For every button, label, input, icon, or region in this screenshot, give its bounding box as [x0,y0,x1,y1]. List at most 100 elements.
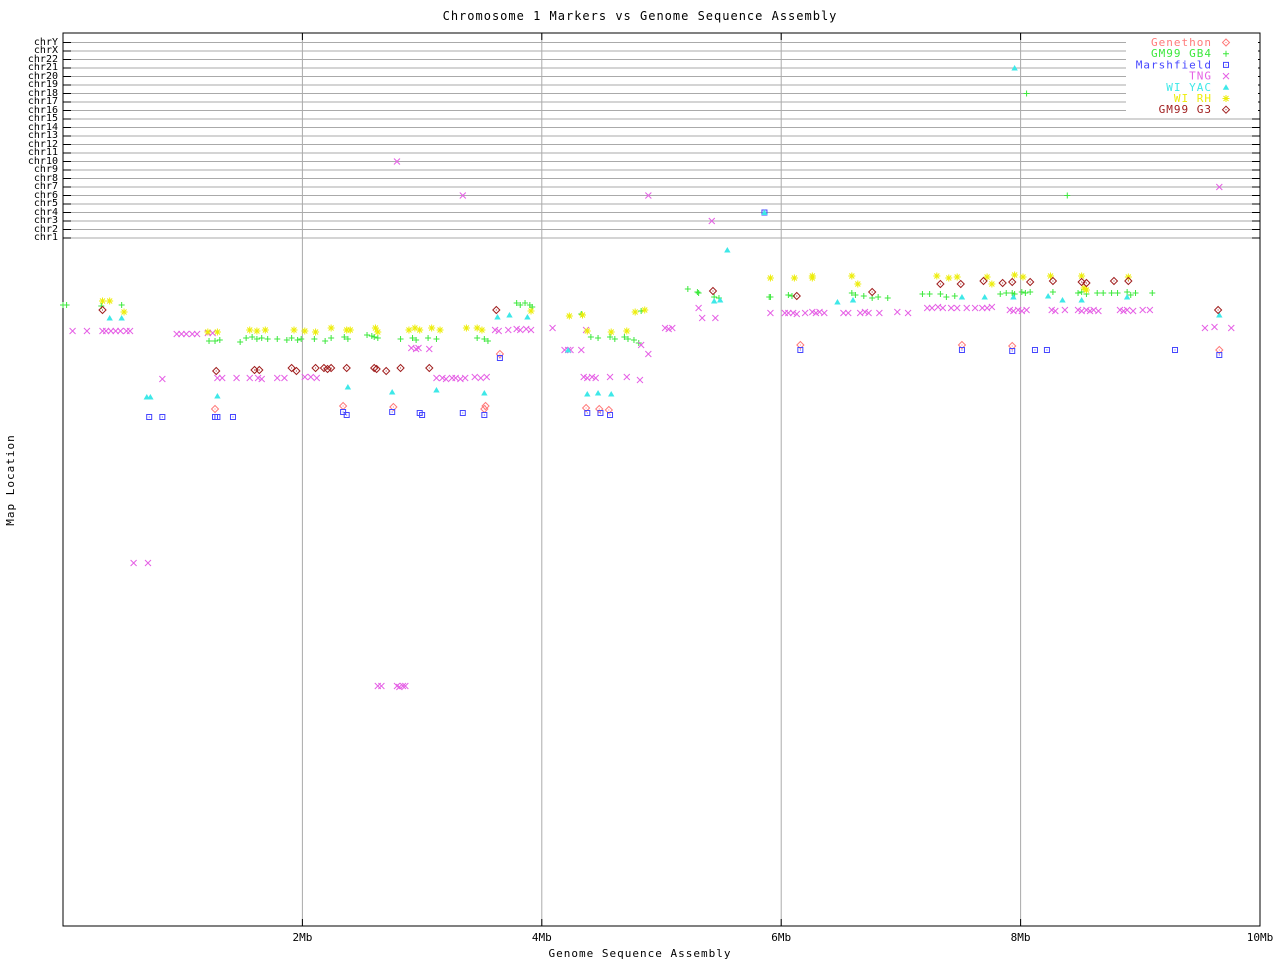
xtick-label-8mb: 8Mb [1010,931,1031,944]
data-point-genethon [210,404,220,414]
ytick-label-chr18: chr18 [27,87,58,99]
data-point-wi-rh [808,274,816,282]
data-point-gm99-g3 [492,305,501,315]
data-point-wi-rh [983,273,991,281]
data-point-tng [606,373,614,381]
data-point-gm99-g3 [936,279,945,289]
data-point-tng [233,374,240,382]
data-point-wi-rh [213,328,221,336]
legend-label-tng: TNG [1189,70,1212,83]
legend-label-wi-rh: WI RH [1174,92,1212,105]
data-point-gm99-gb4 [1114,290,1121,296]
data-point-gm99-gb4 [237,339,244,345]
chrom-point-tng [393,158,401,165]
data-point-wi-yac [608,391,615,397]
data-point-genethon [595,404,604,414]
data-point-tng [1061,306,1069,314]
data-point-gm99-gb4 [513,300,520,306]
data-point-gm99-gb4 [624,336,631,342]
ytick-label-chr22: chr22 [27,53,58,65]
data-point-gm99-g3 [292,366,301,376]
data-point-wi-rh [1011,271,1019,279]
data-point-gm99-gb4 [767,294,774,300]
data-point-marshfield [1009,348,1016,354]
data-point-genethon [581,403,591,413]
data-point-wi-rh [623,327,631,335]
data-point-tng [695,304,702,312]
data-point-wi-rh [428,324,436,332]
x-axis-title: Genome Sequence Assembly [548,947,732,960]
data-point-gm99-gb4 [344,336,351,342]
data-point-gm99-gb4 [621,334,628,340]
data-point-tng [939,304,947,312]
data-point-tng [483,373,491,381]
data-point-tng [442,375,450,383]
data-point-wi-rh [578,311,586,319]
legend-label-genethon: Genethon [1151,36,1212,49]
data-point-marshfield [343,412,350,418]
data-point-gm99-g3 [255,365,264,375]
data-point-tng [923,304,931,312]
data-point-tng [117,327,124,335]
data-point-gm99-g3 [287,363,296,373]
data-point-tng [549,324,556,332]
data-point-gm99-gb4 [785,292,792,298]
data-point-wi-rh [1047,272,1055,280]
data-point-marshfield [459,410,466,416]
data-point-marshfield [214,414,221,420]
data-point-gm99-gb4 [611,336,618,342]
data-point-genethon [389,402,398,412]
data-point-gm99-gb4 [788,293,795,299]
data-point-wi-rh [327,324,335,332]
data-point-tng [963,304,971,312]
data-point-gm99-g3 [1025,277,1035,287]
data-point-marshfield [229,414,236,420]
data-point-tng [988,303,996,311]
ytick-label-chrY: chrY [33,36,58,48]
data-point-gm99-g3 [326,363,336,373]
data-point-gm99-gb4 [484,338,491,344]
data-point-wi-yac [710,298,718,304]
data-point-marshfield [159,414,166,420]
data-point-wi-rh [301,327,309,335]
ytick-label-chr20: chr20 [27,70,58,82]
data-point-marshfield [607,412,614,418]
data-point-gm99-g3 [311,363,320,373]
data-point-wi-rh [374,328,382,336]
data-point-gm99-g3 [396,363,405,373]
data-point-gm99-gb4 [294,337,301,343]
data-point-wi-rh [473,324,481,332]
data-point-tng [281,374,288,382]
ytick-label-chr21: chr21 [27,62,58,73]
data-point-tng [953,304,961,312]
legend-marker-gm99-gb4 [1223,50,1229,57]
data-point-tng [1051,307,1059,315]
data-point-tng [1227,324,1235,332]
data-point-tng [668,324,676,332]
data-point-tng [307,373,315,381]
data-point-tng [182,330,190,338]
data-point-tng [904,309,912,317]
data-point-wi-rh [1082,286,1090,294]
data-point-wi-yac [834,299,841,305]
data-point-wi-rh [204,328,212,336]
data-point-wi-rh [312,328,320,336]
legend-marker-wi-rh [1222,95,1230,102]
data-point-gm99-gb4 [860,293,867,299]
data-point-tng [516,326,524,334]
data-point-marshfield [1216,352,1223,358]
data-point-gm99-gb4 [413,337,420,343]
data-point-gm99-gb4 [322,338,329,344]
data-point-tng [876,309,883,317]
data-point-tng [471,373,479,381]
data-point-wi-yac [1078,297,1085,303]
data-point-gm99-gb4 [875,294,882,300]
data-point-gm99-gb4 [433,336,440,342]
ytick-label-chr2: chr2 [33,223,58,235]
data-point-marshfield [389,409,396,415]
chart-title: Chromosome 1 Markers vs Genome Sequence … [442,9,838,23]
data-point-gm99-gb4 [1127,292,1134,298]
data-point-tng [461,374,469,382]
data-point-gm99-gb4 [1027,289,1034,295]
chrom-point-tng [1215,183,1223,191]
